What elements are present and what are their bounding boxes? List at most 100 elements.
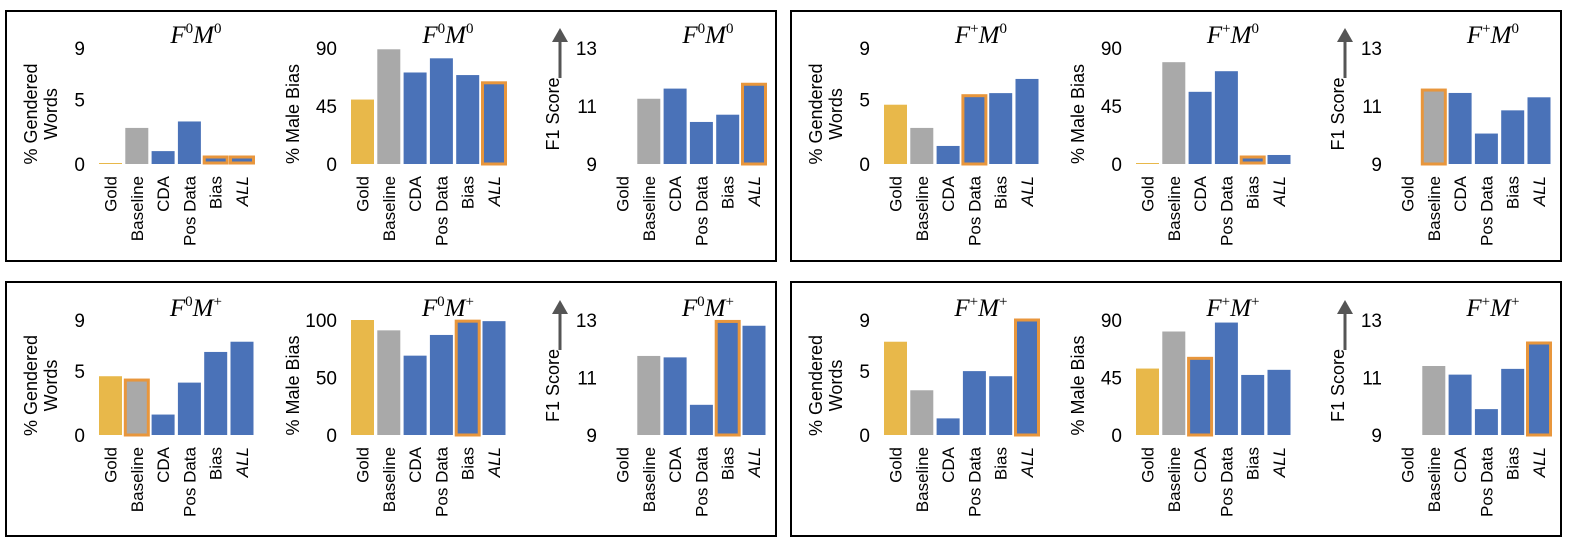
chart-5-x-tick-5: ALL xyxy=(1530,176,1549,207)
chart-2-bar-baseline xyxy=(637,98,661,164)
chart-7-y-tick-2: 100 xyxy=(305,311,337,332)
chart-9-x-tick-5: ALL xyxy=(1018,447,1037,478)
chart-2-title-part-2: M xyxy=(704,22,727,49)
chart-10-bar-baseline xyxy=(1162,331,1186,435)
chart-8-y-tick-0: 9 xyxy=(586,426,597,447)
chart-9-title-part-0: F xyxy=(953,295,970,322)
chart-6-x-tick-3: Pos Data xyxy=(180,446,199,516)
chart-8-y-axis-label-0: F1 Score xyxy=(543,349,563,422)
chart-7-x-tick-4: Bias xyxy=(459,447,478,480)
chart-11-bar-baseline xyxy=(1422,366,1446,435)
chart-11-title-part-3: + xyxy=(1511,294,1519,310)
chart-10-bar-pos-data xyxy=(1214,322,1238,435)
chart-5-bar-cda xyxy=(1448,92,1472,164)
chart-7-bar-cda xyxy=(403,355,427,435)
chart-5-title-part-1: + xyxy=(1482,21,1490,37)
chart-10-y-axis-label-0: % Male Bias xyxy=(1068,335,1088,435)
chart-6-bar-bias xyxy=(204,351,228,435)
chart-10-bar-bias xyxy=(1241,374,1265,435)
chart-8-x-tick-3: Pos Data xyxy=(692,446,711,516)
chart-7-x-tick-0: Gold xyxy=(354,447,373,483)
chart-0-bar-gold xyxy=(99,163,122,164)
chart-9-title-part-2: M xyxy=(977,295,1000,322)
chart-7-bar-bias xyxy=(454,319,481,437)
chart-3-x-tick-1: Baseline xyxy=(913,176,932,241)
chart-1-bar-cda xyxy=(403,72,427,164)
chart-2-title-part-0: F xyxy=(681,22,698,49)
chart-11-x-tick-0: Gold xyxy=(1399,447,1418,483)
chart-5-y-tick-0: 9 xyxy=(1371,155,1382,176)
chart-7-y-tick-0: 0 xyxy=(326,426,337,447)
chart-0-bar-all xyxy=(229,155,255,165)
chart-3-bar-gold xyxy=(884,104,907,164)
chart-1-bar-all xyxy=(481,81,507,166)
chart-11-x-tick-2: CDA xyxy=(1451,446,1470,483)
chart-8-x-tick-1: Baseline xyxy=(640,447,659,512)
chart-0-y-tick-0: 0 xyxy=(74,155,85,176)
chart-4-x-tick-4: Bias xyxy=(1244,176,1263,209)
chart-0-y-axis-label-1: Words xyxy=(41,88,61,140)
chart-5-x-tick-0: Gold xyxy=(1399,176,1418,212)
chart-6-title: F0M+ xyxy=(169,294,222,322)
chart-4-x-tick-1: Baseline xyxy=(1165,176,1184,241)
chart-2-y-tick-2: 13 xyxy=(576,39,597,60)
chart-8-bar-cda xyxy=(663,357,687,435)
chart-5-title: F+M0 xyxy=(1466,21,1519,49)
chart-8-y-tick-2: 13 xyxy=(576,311,597,332)
chart-11-y-tick-0: 9 xyxy=(1371,426,1382,447)
chart-7-y-tick-1: 50 xyxy=(316,369,337,390)
chart-9-bar-pos-data xyxy=(962,371,986,435)
chart-0-title-part-3: 0 xyxy=(214,21,222,37)
chart-2-x-tick-4: Bias xyxy=(719,176,738,209)
chart-0-x-tick-2: CDA xyxy=(154,175,173,212)
chart-1-bar-baseline xyxy=(377,49,401,164)
chart-11-y-tick-2: 13 xyxy=(1361,311,1382,332)
chart-1-bar-gold xyxy=(351,99,374,164)
chart-2-y-axis-label-0: F1 Score xyxy=(543,77,563,150)
chart-8-title-part-1: 0 xyxy=(697,294,705,310)
chart-9-bar-baseline xyxy=(910,390,934,435)
chart-5-bar-pos-data xyxy=(1474,133,1498,164)
chart-3-y-tick-0: 0 xyxy=(859,155,870,176)
chart-3-x-tick-0: Gold xyxy=(887,176,906,212)
chart-1-x-tick-1: Baseline xyxy=(380,176,399,241)
chart-2-title-part-1: 0 xyxy=(698,21,706,37)
chart-9-title: F+M+ xyxy=(953,294,1007,322)
chart-4-y-tick-2: 90 xyxy=(1101,39,1122,60)
chart-0-title-part-2: M xyxy=(192,22,215,49)
chart-8-up-arrow-icon xyxy=(552,300,568,314)
chart-6-title-part-1: 0 xyxy=(185,294,193,310)
chart-4-bar-all xyxy=(1267,154,1291,164)
chart-8-bar-bias xyxy=(714,319,741,437)
chart-9-y-axis-label-0: % Gendered xyxy=(806,335,826,436)
chart-11-title-part-2: M xyxy=(1489,295,1512,322)
chart-5-bar-baseline xyxy=(1420,88,1447,166)
chart-8-title-part-3: + xyxy=(725,294,733,310)
chart-6-title-part-2: M xyxy=(192,295,215,322)
chart-8-x-tick-2: CDA xyxy=(666,446,685,483)
chart-4-title-part-1: + xyxy=(1222,21,1230,37)
chart-2-x-tick-3: Pos Data xyxy=(692,175,711,245)
chart-3-y-tick-1: 5 xyxy=(859,91,870,112)
chart-6-title-part-3: + xyxy=(213,294,221,310)
chart-9-title-part-1: + xyxy=(970,294,978,310)
chart-9-bar-all xyxy=(1014,318,1040,437)
chart-7-bar-pos-data xyxy=(429,334,453,435)
chart-1-x-tick-0: Gold xyxy=(354,176,373,212)
chart-2-bar-pos-data xyxy=(689,121,713,164)
chart-10-y-tick-1: 45 xyxy=(1101,369,1122,390)
chart-0-y-tick-1: 5 xyxy=(74,91,85,112)
chart-1-x-tick-2: CDA xyxy=(406,175,425,212)
chart-11-x-tick-5: ALL xyxy=(1530,447,1549,478)
chart-3-bar-bias xyxy=(989,93,1013,164)
chart-6-bar-cda xyxy=(151,414,175,435)
panel-box-f0mplus xyxy=(5,281,777,537)
chart-5-title-part-2: M xyxy=(1490,22,1513,49)
chart-1-bar-pos-data xyxy=(429,58,453,164)
chart-10-x-tick-3: Pos Data xyxy=(1217,446,1236,516)
chart-0-title-part-1: 0 xyxy=(186,21,194,37)
chart-10-y-tick-2: 90 xyxy=(1101,311,1122,332)
chart-1-y-tick-1: 45 xyxy=(316,97,337,118)
chart-10-x-tick-5: ALL xyxy=(1270,447,1289,478)
chart-5-y-tick-2: 13 xyxy=(1361,39,1382,60)
